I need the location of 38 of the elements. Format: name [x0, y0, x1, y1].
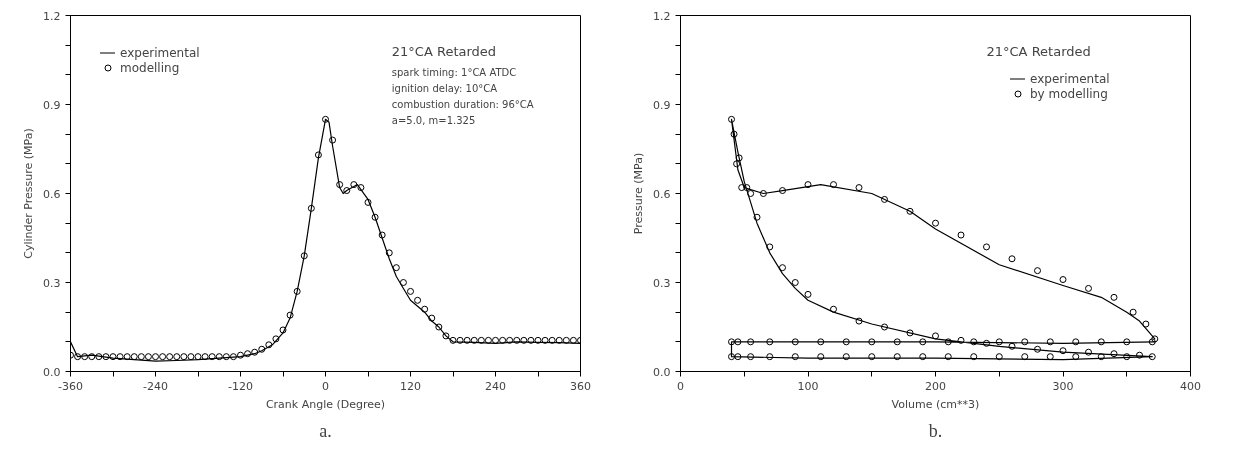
y-tick-label: 0.9 [43, 98, 61, 112]
y-tick-label: 0.0 [653, 365, 671, 379]
x-tick-label: 0 [677, 379, 684, 393]
legend-label: experimental [1030, 71, 1110, 86]
y-tick-label: 0.3 [43, 276, 61, 290]
annotation: 21°CA Retarded [986, 43, 1091, 59]
legend-label: experimental [120, 45, 200, 60]
y-tick-label: 1.2 [43, 9, 61, 23]
x-tick-label: -240 [143, 379, 168, 393]
x-tick-label: -120 [228, 379, 253, 393]
x-tick-label: 300 [1052, 379, 1074, 393]
y-axis-title: Pressure (MPa) [632, 152, 646, 235]
x-tick-label: 240 [485, 379, 506, 393]
x-tick-label: 360 [570, 379, 591, 393]
y-tick-label: 0.9 [653, 98, 671, 112]
x-tick-label: 0 [322, 379, 329, 393]
x-tick-label: 200 [925, 379, 946, 393]
legend-label: modelling [120, 60, 180, 75]
annotation: a=5.0, m=1.325 [391, 115, 476, 127]
text: a. [319, 420, 332, 441]
annotation: ignition delay: 10°CA [391, 83, 498, 95]
y-tick-label: 0.3 [653, 276, 671, 290]
y-tick-label: 0.6 [43, 187, 61, 201]
x-tick-label: 100 [797, 379, 819, 393]
x-tick-label: 400 [1180, 379, 1201, 393]
x-axis-title: Crank Angle (Degree) [265, 397, 386, 411]
annotation: 21°CA Retarded [391, 43, 497, 59]
y-axis-title: Cylinder Pressure (MPa) [22, 128, 36, 259]
y-tick-label: 1.2 [653, 9, 671, 23]
x-tick-label: -360 [58, 379, 83, 393]
y-tick-label: 0.6 [653, 187, 671, 201]
text: b. [928, 420, 943, 441]
annotation: spark timing: 1°CA ATDC [391, 67, 517, 79]
annotation: combustion duration: 96°CA [391, 99, 534, 111]
y-tick-label: 0.0 [43, 365, 61, 379]
x-axis-title: Volume (cm**3) [891, 397, 980, 411]
legend-label: by modelling [1030, 86, 1108, 101]
x-tick-label: 120 [400, 379, 421, 393]
